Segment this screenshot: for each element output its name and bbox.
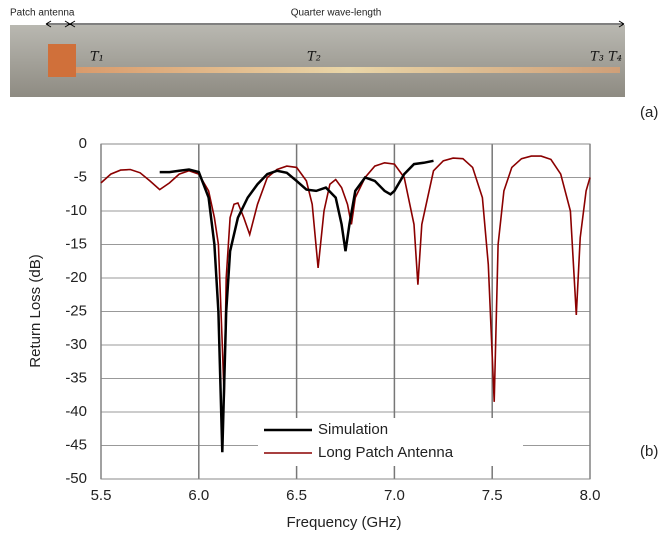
y-tick-label: -10 <box>65 202 87 219</box>
y-tick-label: -50 <box>65 470 87 487</box>
legend-box <box>258 418 523 466</box>
y-tick-label: -25 <box>65 302 87 319</box>
y-tick-label: 0 <box>79 135 87 152</box>
legend-label: Simulation <box>318 421 388 438</box>
panel-label: (b) <box>640 443 658 460</box>
y-axis-label: Return Loss (dB) <box>27 254 44 367</box>
y-tick-label: -20 <box>65 269 87 286</box>
series-line <box>100 155 591 402</box>
x-tick-label: 6.5 <box>286 487 307 504</box>
x-tick-label: 5.5 <box>91 487 112 504</box>
y-tick-label: -40 <box>65 403 87 420</box>
photo-label: Patch antenna <box>10 8 75 19</box>
x-tick-label: 7.0 <box>384 487 405 504</box>
marker: T₃ T₄ <box>590 50 622 65</box>
x-tick-label: 7.5 <box>482 487 503 504</box>
plot-frame <box>100 143 591 480</box>
arrows <box>45 20 625 28</box>
patch <box>48 44 76 77</box>
photo-label: Quarter wave-length <box>291 8 382 19</box>
x-tick-label: 8.0 <box>580 487 601 504</box>
legend-label: Long Patch Antenna <box>318 444 454 461</box>
y-tick-label: -5 <box>74 168 87 185</box>
photo <box>10 25 625 97</box>
x-tick-label: 6.0 <box>188 487 209 504</box>
y-tick-label: -15 <box>65 235 87 252</box>
panel-label: (a) <box>640 104 658 121</box>
y-tick-label: -35 <box>65 369 87 386</box>
strip <box>76 67 620 73</box>
series-line <box>159 159 434 453</box>
marker: T₂ <box>307 50 321 65</box>
y-tick-label: -45 <box>65 436 87 453</box>
x-axis-label: Frequency (GHz) <box>286 514 401 531</box>
marker: T₁ <box>90 50 104 65</box>
y-tick-label: -30 <box>65 336 87 353</box>
